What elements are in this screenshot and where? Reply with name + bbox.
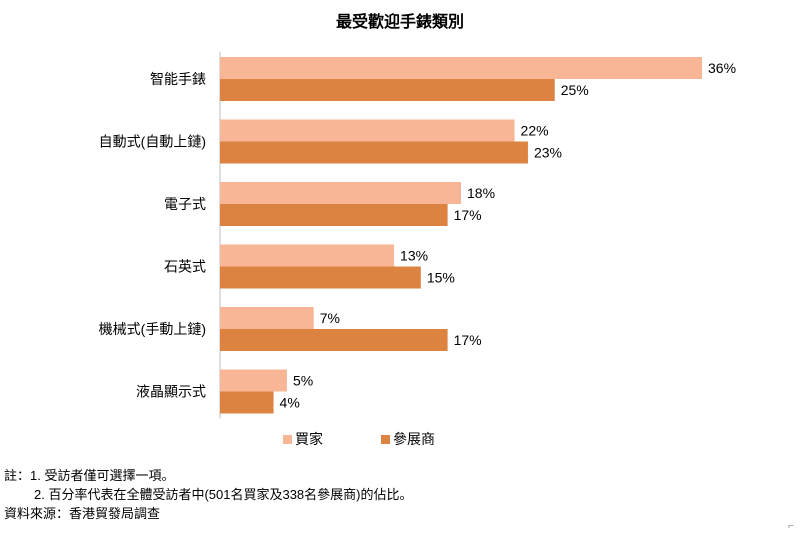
source-note: 資料來源：香港貿發局調查 xyxy=(4,506,161,521)
bar-exhibitors xyxy=(220,141,528,164)
bar-exhibitors xyxy=(220,79,555,101)
data-label: 22% xyxy=(521,123,549,139)
legend-swatch-exhibitors xyxy=(381,435,390,444)
data-label: 4% xyxy=(280,395,300,411)
data-label: 18% xyxy=(467,185,495,201)
corner-mark: ⌐ xyxy=(788,521,794,532)
legend-swatch-buyers xyxy=(283,435,292,444)
footnote-2: 2. 百分率代表在全體受訪者中(501名買家及338名參展商)的佔比。 xyxy=(34,487,413,502)
footnote-1: 註：1. 受訪者僅可選擇一項。 xyxy=(4,468,175,483)
data-label: 5% xyxy=(293,373,313,389)
bar-buyers xyxy=(220,119,515,142)
category-label: 智能手錶 xyxy=(150,71,206,87)
footnotes: 註：1. 受訪者僅可選擇一項。 2. 百分率代表在全體受訪者中(501名買家及3… xyxy=(4,466,794,523)
data-label: 25% xyxy=(561,82,589,98)
bar-exhibitors xyxy=(220,266,421,289)
bar-buyers xyxy=(220,244,395,267)
data-label: 36% xyxy=(708,60,736,76)
category-label: 機械式(手動上鏈) xyxy=(99,321,206,337)
legend: 買家 參展商 xyxy=(283,431,435,447)
chart: 最受歡迎手錶類別 智能手錶 36% 25% 自動式(自動上鏈) 22% 23% 電子式 18%… xyxy=(99,12,736,447)
bar-buyers xyxy=(220,57,702,79)
category-label: 電子式 xyxy=(164,196,206,212)
bar-exhibitors xyxy=(220,329,448,351)
bar-buyers xyxy=(220,369,287,392)
bar-exhibitors xyxy=(220,391,274,414)
category-label: 石英式 xyxy=(164,259,206,275)
bars-group: 智能手錶 36% 25% 自動式(自動上鏈) 22% 23% 電子式 18% 17% 石英式 13%… xyxy=(99,57,736,414)
data-label: 17% xyxy=(454,332,482,348)
bar-buyers xyxy=(220,307,314,329)
data-label: 15% xyxy=(427,270,455,286)
data-label: 23% xyxy=(534,145,562,161)
legend-label-buyers: 買家 xyxy=(295,431,323,447)
data-label: 7% xyxy=(320,310,340,326)
data-label: 13% xyxy=(400,248,428,264)
chart-title: 最受歡迎手錶類別 xyxy=(336,12,464,31)
legend-label-exhibitors: 參展商 xyxy=(393,431,435,447)
data-label: 17% xyxy=(454,207,482,223)
bar-buyers xyxy=(220,182,461,204)
bar-exhibitors xyxy=(220,204,448,226)
category-label: 液晶顯示式 xyxy=(136,384,206,400)
category-label: 自動式(自動上鏈) xyxy=(99,134,206,150)
